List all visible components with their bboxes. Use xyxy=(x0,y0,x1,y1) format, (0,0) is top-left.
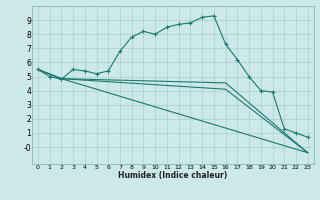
X-axis label: Humidex (Indice chaleur): Humidex (Indice chaleur) xyxy=(118,171,228,180)
